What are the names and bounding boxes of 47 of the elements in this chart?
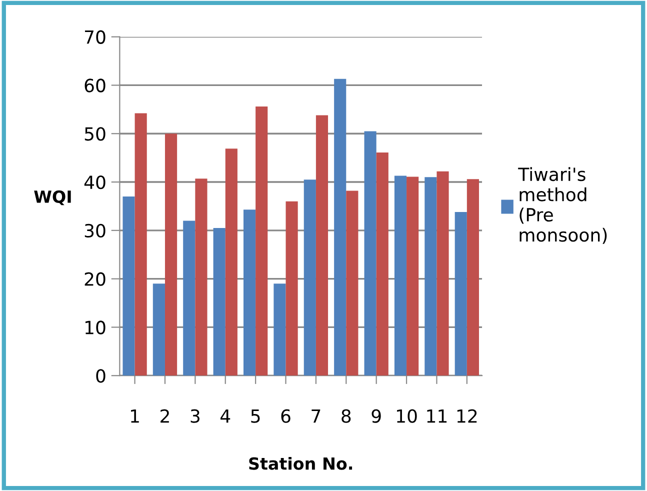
bar	[256, 106, 268, 376]
bar	[334, 78, 346, 376]
bar	[286, 201, 298, 376]
bar	[243, 210, 256, 376]
y-tick-label: 50	[84, 127, 106, 141]
bar	[364, 131, 376, 376]
x-tick-label: 8	[342, 409, 351, 423]
y-tick-label: 20	[84, 272, 106, 286]
x-tick-label: 2	[160, 409, 169, 423]
bar	[152, 284, 165, 376]
y-axis-title: WQI	[34, 190, 71, 206]
bar	[304, 180, 316, 376]
bar	[134, 113, 147, 376]
bar	[436, 171, 449, 376]
y-tick-label: 0	[96, 369, 106, 383]
x-axis-title: Station No.	[249, 456, 352, 470]
bar	[183, 220, 196, 376]
bar	[164, 134, 178, 376]
bar	[316, 115, 328, 376]
bar	[376, 152, 388, 376]
x-tick-label: 1	[131, 410, 139, 423]
bar	[424, 177, 437, 376]
bar	[466, 179, 479, 376]
bar	[225, 148, 238, 376]
y-tick-label: 60	[84, 78, 106, 92]
x-tick-label: 11	[427, 410, 447, 423]
bar	[274, 284, 286, 376]
y-tick-label: 70	[85, 30, 106, 44]
bar	[346, 190, 358, 376]
x-tick-label: 3	[190, 409, 200, 423]
bar	[406, 176, 419, 376]
bar	[454, 212, 467, 376]
x-tick-label: 5	[251, 410, 260, 423]
x-tick-label: 10	[397, 409, 417, 423]
x-tick-label: 7	[312, 410, 320, 423]
x-tick-label: 12	[457, 409, 477, 423]
bar	[122, 196, 135, 376]
y-tick-label: 30	[84, 224, 106, 238]
bar	[213, 228, 226, 376]
y-tick-label: 40	[84, 175, 106, 190]
bar	[394, 176, 407, 376]
y-tick-label: 10	[86, 320, 106, 334]
x-tick-label: 4	[220, 410, 230, 423]
legend-label: Tiwari's method (Pre monsoon)	[518, 167, 607, 244]
x-tick-label: 6	[281, 409, 290, 423]
bar	[195, 178, 208, 376]
x-tick-label: 9	[372, 409, 381, 423]
